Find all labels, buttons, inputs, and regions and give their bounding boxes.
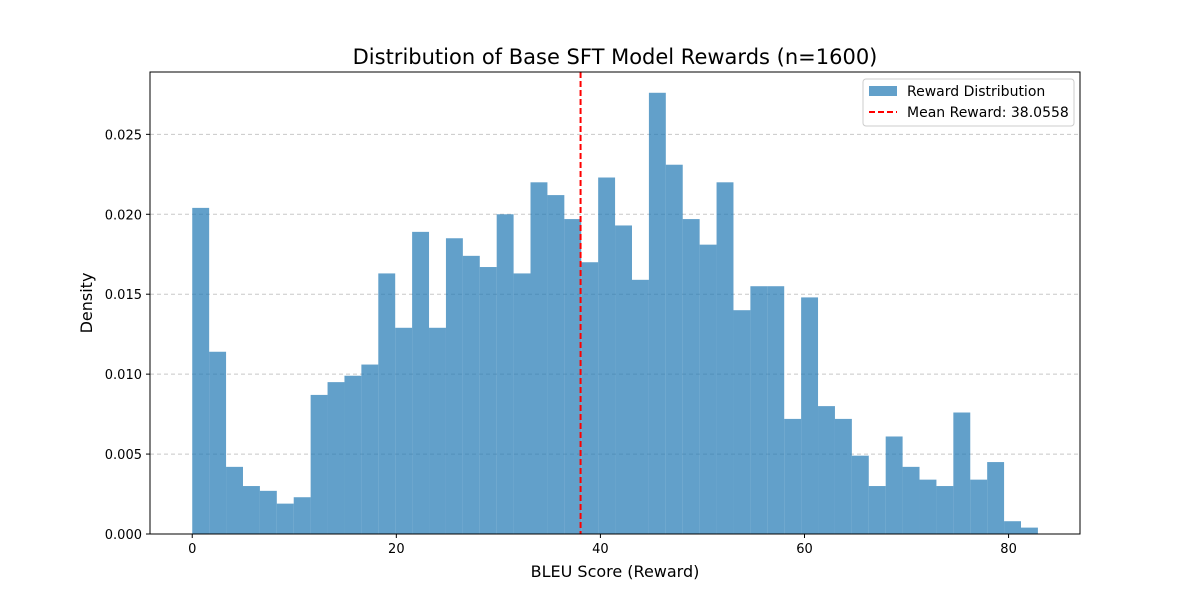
y-tick-label: 0.010 [105,368,142,383]
histogram-bar [327,382,345,534]
histogram-bar [513,273,531,534]
y-tick-label: 0.020 [105,208,142,223]
histogram-bar [682,219,700,534]
x-axis-label: BLEU Score (Reward) [531,562,700,581]
histogram-bar [361,364,379,534]
histogram-bar [953,412,971,534]
histogram-bar [885,436,903,534]
histogram-bar [699,244,717,534]
histogram-bar [310,394,328,534]
histogram-bar [429,327,446,534]
histogram-bar [293,497,311,534]
legend-label-mean: Mean Reward: 38.0558 [907,105,1069,121]
histogram-bar [479,267,497,534]
histogram-bar [1020,527,1038,534]
histogram-bar [868,486,886,534]
legend-box [862,78,1075,127]
histogram-bar [818,406,835,534]
plot-frame [149,71,1081,535]
histogram-bar [919,479,937,534]
histogram-bar [530,182,548,534]
histogram-bar [784,418,802,534]
y-tick-label: 0.025 [105,128,142,143]
x-tick-label: 20 [388,542,405,557]
histogram-bar [733,310,751,534]
x-axis: 0 20 40 60 80 [188,534,1017,557]
histogram-bar [564,219,582,534]
y-tick-label: 0.005 [105,448,142,463]
chart-title: Distribution of Base SFT Model Rewards (… [353,45,878,69]
histogram-bar [665,164,683,534]
legend-swatch-histogram [869,86,897,96]
y-tick-label: 0.015 [105,288,142,303]
x-tick-label: 60 [796,542,813,557]
histogram-bar [902,466,920,534]
histogram-bar [276,503,294,534]
histogram-bar [834,418,852,534]
histogram-bar [445,238,463,535]
histogram-bar [192,207,210,534]
x-tick-label: 0 [188,542,196,557]
histogram-bar [767,286,785,534]
histogram-bar [547,195,565,534]
bars-layer [192,92,1038,535]
histogram-bar [395,327,413,534]
histogram-bar [496,214,514,535]
histogram-bar [936,486,954,534]
legend: Reward Distribution Mean Reward: 38.0558 [862,78,1075,127]
histogram-bar [970,479,988,534]
histogram-bar [226,466,243,534]
x-tick-label: 80 [1000,542,1017,557]
y-axis-label: Density [77,273,96,334]
histogram-bar [801,297,819,534]
histogram-bar [1004,521,1021,534]
histogram-bar [615,225,632,534]
histogram-bar [851,455,869,534]
histogram-bar [750,286,768,534]
histogram-bar [412,231,430,535]
y-axis: 0.000 0.005 0.010 0.015 0.020 0.025 [105,128,150,543]
histogram-bar [648,92,666,534]
histogram-bar [716,182,734,534]
x-tick-label: 40 [592,542,609,557]
histogram-bar [987,462,1005,534]
y-tick-label: 0.000 [105,528,142,543]
legend-label-histogram: Reward Distribution [907,84,1045,100]
histogram-bar [259,490,277,534]
histogram-bar [378,273,396,534]
histogram-bar [598,177,616,534]
histogram-bar [462,255,480,535]
histogram-bar [631,279,649,534]
histogram-bar [344,375,362,534]
histogram-bar [581,262,599,534]
histogram-bar [242,486,260,534]
histogram-bar [209,351,227,534]
